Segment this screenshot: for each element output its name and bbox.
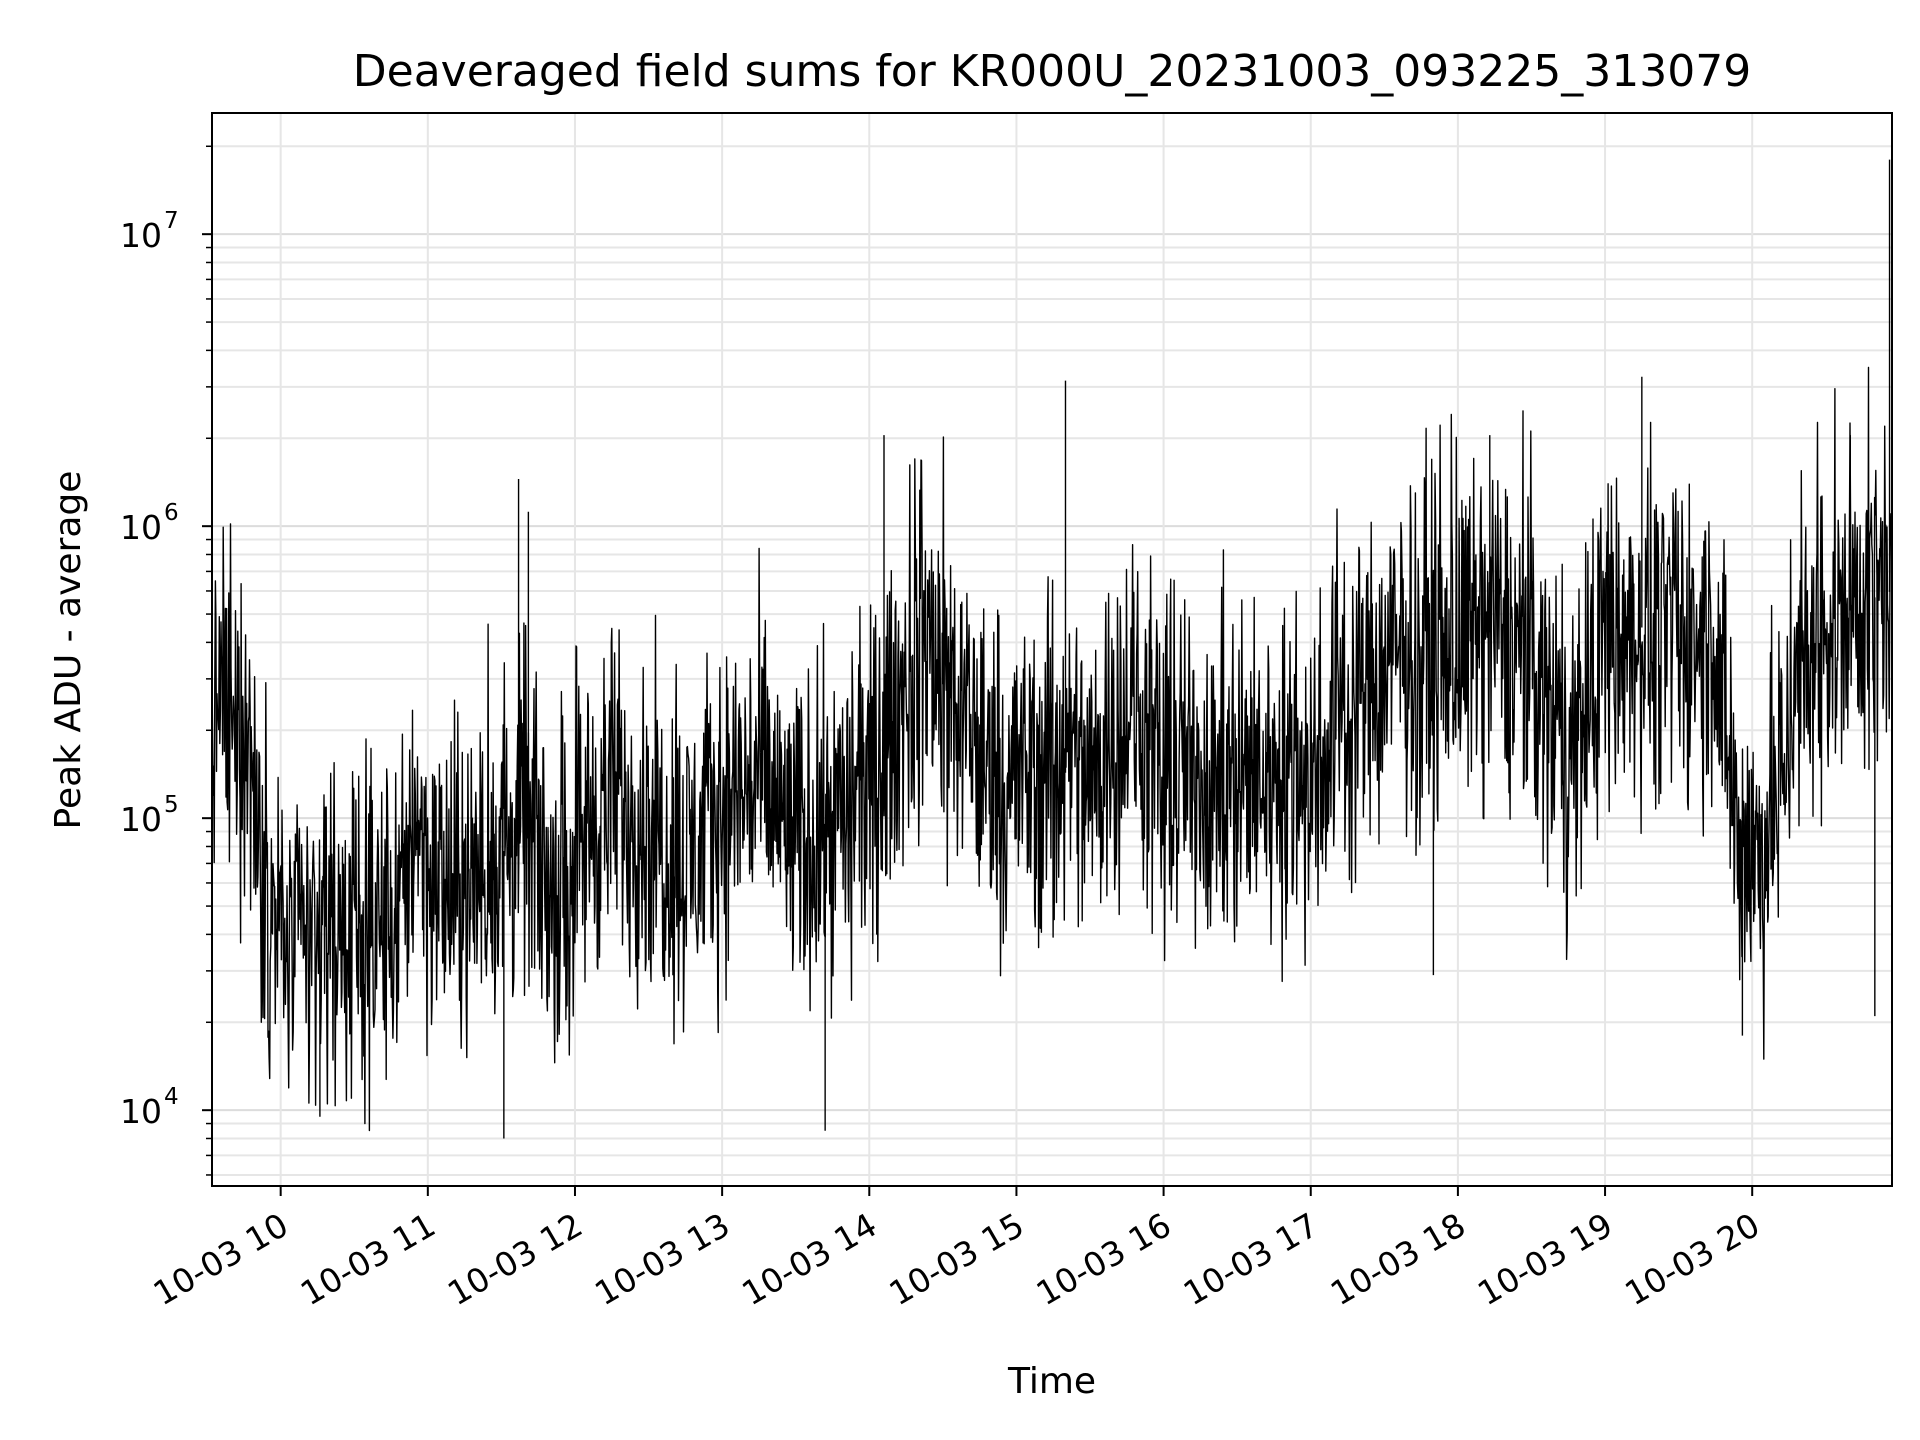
y-axis-label: Peak ADU - average — [48, 471, 89, 830]
series-line — [211, 366, 1893, 1132]
y-tick-label: 10 — [120, 800, 162, 839]
y-tick-label: 10 — [120, 508, 162, 547]
plot-area-frame — [211, 112, 1893, 1187]
y-tick-label: 10 — [120, 216, 162, 255]
chart-title: Deaveraged field sums for KR000U_2023100… — [353, 46, 1751, 97]
y-tick-exponent: 7 — [164, 208, 179, 234]
y-tick-exponent: 6 — [164, 500, 179, 526]
y-tick-exponent: 4 — [164, 1084, 179, 1110]
x-axis-label: Time — [1007, 1361, 1096, 1402]
y-tick-exponent: 5 — [164, 792, 179, 818]
data-series — [211, 159, 1893, 1139]
y-tick-label: 10 — [120, 1092, 162, 1131]
